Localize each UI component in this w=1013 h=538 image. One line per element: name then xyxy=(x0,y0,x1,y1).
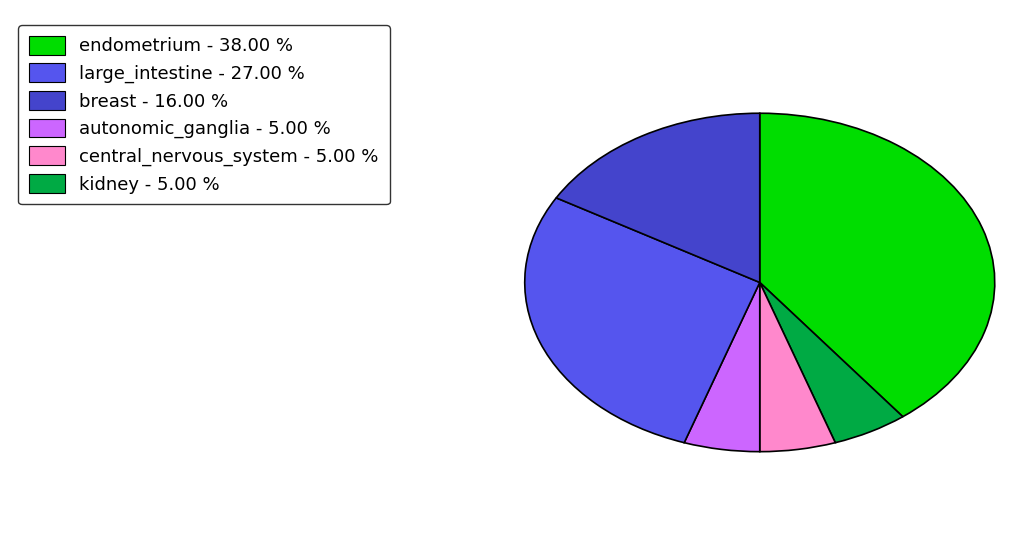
Wedge shape xyxy=(760,282,903,443)
Wedge shape xyxy=(684,282,760,452)
Wedge shape xyxy=(760,282,836,452)
Wedge shape xyxy=(556,113,760,282)
Wedge shape xyxy=(760,113,995,417)
Legend: endometrium - 38.00 %, large_intestine - 27.00 %, breast - 16.00 %, autonomic_ga: endometrium - 38.00 %, large_intestine -… xyxy=(18,25,390,204)
Wedge shape xyxy=(525,198,760,443)
